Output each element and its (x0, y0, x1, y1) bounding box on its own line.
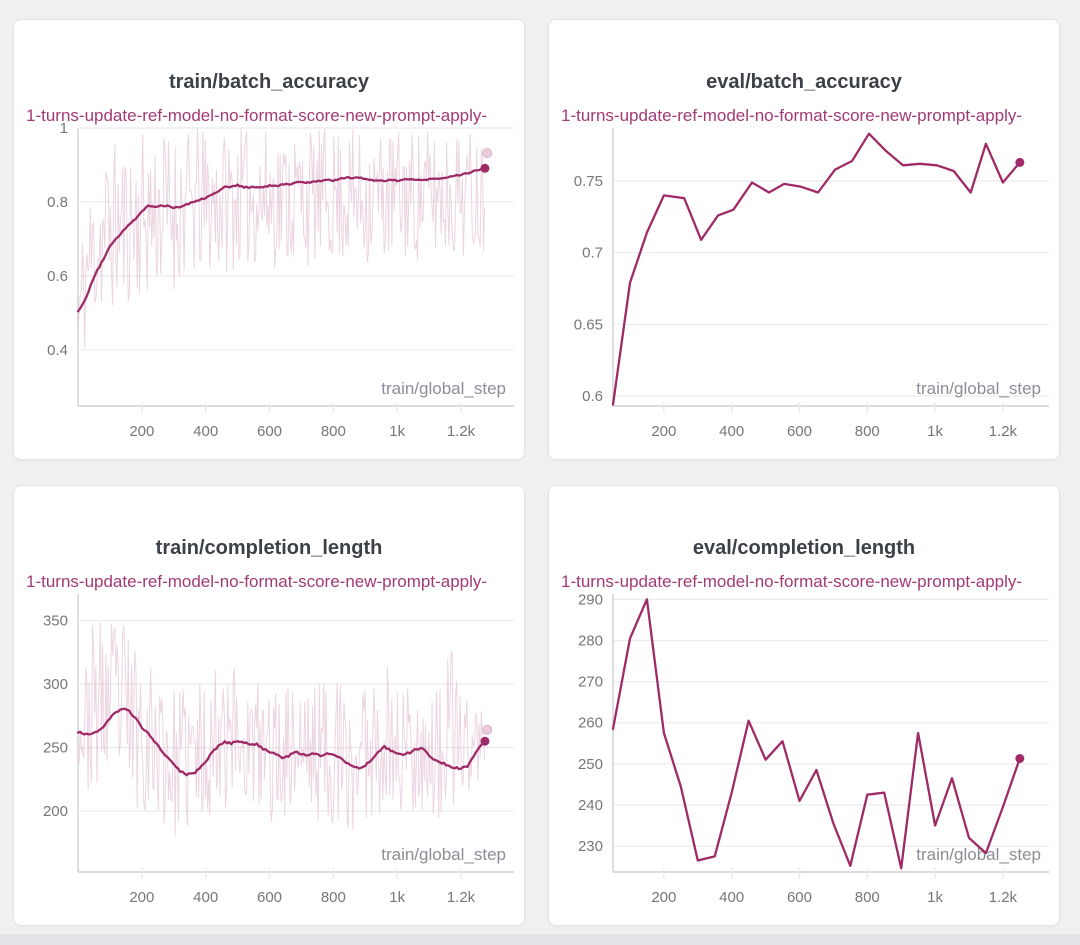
chart-title: train/completion_length (155, 537, 383, 559)
svg-text:1k: 1k (927, 889, 943, 906)
svg-text:400: 400 (193, 423, 218, 440)
legend-run-name[interactable]: 1-turns-update-ref-model-no-format-score… (561, 106, 1023, 125)
svg-text:600: 600 (257, 423, 282, 440)
svg-text:250: 250 (43, 740, 68, 757)
svg-text:300: 300 (43, 676, 68, 693)
svg-text:400: 400 (193, 889, 218, 906)
svg-text:1k: 1k (389, 423, 405, 440)
svg-text:240: 240 (578, 797, 603, 814)
chart-title: eval/batch_accuracy (706, 71, 902, 93)
svg-text:200: 200 (651, 889, 676, 906)
svg-text:1.2k: 1.2k (989, 423, 1018, 440)
svg-text:200: 200 (651, 423, 676, 440)
bottom-strip (0, 934, 1080, 945)
svg-text:800: 800 (321, 423, 346, 440)
svg-text:1k: 1k (389, 889, 405, 906)
svg-text:train/global_step: train/global_step (916, 845, 1041, 864)
svg-text:0.6: 0.6 (582, 388, 603, 405)
svg-text:1.2k: 1.2k (447, 889, 476, 906)
chart-title: eval/completion_length (692, 537, 916, 559)
svg-text:train/global_step: train/global_step (381, 845, 506, 864)
svg-text:200: 200 (129, 423, 154, 440)
svg-text:0.6: 0.6 (47, 268, 68, 285)
svg-text:600: 600 (787, 423, 812, 440)
svg-text:280: 280 (578, 632, 603, 649)
svg-text:260: 260 (578, 715, 603, 732)
svg-text:200: 200 (43, 803, 68, 820)
chart-canvas-eval-batch-accuracy[interactable]: 0.75 0.7 0.65 0.6 200 400 600 800 1k 1.2k train/gl… (549, 116, 1061, 455)
chart-canvas-train-completion-length[interactable]: 350 300 250 200 200 400 600 800 1k 1.2k train/glob… (14, 582, 526, 921)
svg-text:1k: 1k (927, 423, 943, 440)
legend-run-name[interactable]: 1-turns-update-ref-model-no-format-score… (26, 106, 488, 125)
svg-text:1.2k: 1.2k (447, 423, 476, 440)
svg-text:1.2k: 1.2k (989, 889, 1018, 906)
chart-canvas-train-batch-accuracy[interactable]: 1 0.8 0.6 0.4 200 400 600 800 1k 1.2k train/global… (14, 116, 526, 455)
panel-train-batch-accuracy[interactable]: train/batch_accuracy 1-turns-update-ref-… (13, 19, 525, 460)
svg-text:0.65: 0.65 (574, 316, 603, 333)
svg-text:0.8: 0.8 (47, 194, 68, 211)
svg-text:400: 400 (719, 889, 744, 906)
panel-train-completion-length[interactable]: train/completion_length 1-turns-update-r… (13, 485, 525, 926)
svg-text:600: 600 (787, 889, 812, 906)
panel-eval-batch-accuracy[interactable]: eval/batch_accuracy 1-turns-update-ref-m… (548, 19, 1060, 460)
svg-text:200: 200 (129, 889, 154, 906)
svg-text:1: 1 (60, 120, 68, 137)
svg-text:250: 250 (578, 756, 603, 773)
svg-text:800: 800 (855, 423, 880, 440)
svg-text:290: 290 (578, 591, 603, 608)
svg-text:800: 800 (321, 889, 346, 906)
panel-eval-completion-length[interactable]: eval/completion_length 1-turns-update-re… (548, 485, 1060, 926)
svg-text:350: 350 (43, 613, 68, 630)
svg-text:600: 600 (257, 889, 282, 906)
legend-run-name[interactable]: 1-turns-update-ref-model-no-format-score… (561, 572, 1023, 591)
legend-run-name[interactable]: 1-turns-update-ref-model-no-format-score… (26, 572, 488, 591)
svg-text:230: 230 (578, 838, 603, 855)
svg-text:0.4: 0.4 (47, 342, 68, 359)
svg-text:train/global_step: train/global_step (381, 379, 506, 398)
svg-text:800: 800 (855, 889, 880, 906)
panel-grid: train/batch_accuracy 1-turns-update-ref-… (13, 19, 1060, 926)
svg-text:270: 270 (578, 674, 603, 691)
svg-text:train/global_step: train/global_step (916, 379, 1041, 398)
svg-text:400: 400 (719, 423, 744, 440)
chart-title: train/batch_accuracy (168, 71, 370, 93)
chart-canvas-eval-completion-length[interactable]: 290 280 270 260 250 240 230 200 400 600 800 1k 1.2k t… (549, 582, 1061, 921)
svg-text:0.75: 0.75 (574, 173, 603, 190)
svg-text:0.7: 0.7 (582, 245, 603, 262)
